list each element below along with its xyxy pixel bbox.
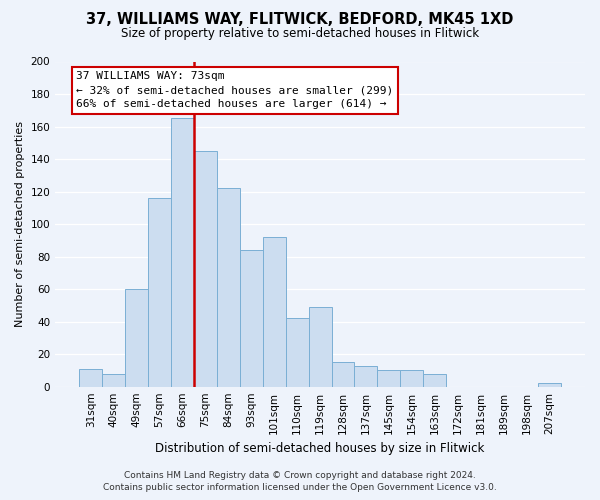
Bar (102, 374, 125, 386)
Bar (194, 151, 217, 386)
Text: Size of property relative to semi-detached houses in Flitwick: Size of property relative to semi-detach… (121, 28, 479, 40)
Bar (332, 362, 355, 386)
Bar (538, 384, 561, 386)
Bar (217, 188, 240, 386)
Bar (240, 250, 263, 386)
Bar (286, 318, 308, 386)
Bar (171, 118, 194, 386)
Bar (308, 307, 332, 386)
X-axis label: Distribution of semi-detached houses by size in Flitwick: Distribution of semi-detached houses by … (155, 442, 485, 455)
Bar (79, 369, 102, 386)
Bar (423, 374, 446, 386)
Text: 37 WILLIAMS WAY: 73sqm
← 32% of semi-detached houses are smaller (299)
66% of se: 37 WILLIAMS WAY: 73sqm ← 32% of semi-det… (76, 72, 394, 110)
Text: Contains HM Land Registry data © Crown copyright and database right 2024.
Contai: Contains HM Land Registry data © Crown c… (103, 471, 497, 492)
Bar (355, 366, 377, 386)
Bar (377, 370, 400, 386)
Bar (148, 198, 171, 386)
Bar (400, 370, 423, 386)
Y-axis label: Number of semi-detached properties: Number of semi-detached properties (15, 121, 25, 327)
Text: 37, WILLIAMS WAY, FLITWICK, BEDFORD, MK45 1XD: 37, WILLIAMS WAY, FLITWICK, BEDFORD, MK4… (86, 12, 514, 28)
Bar (263, 237, 286, 386)
Bar (125, 289, 148, 386)
